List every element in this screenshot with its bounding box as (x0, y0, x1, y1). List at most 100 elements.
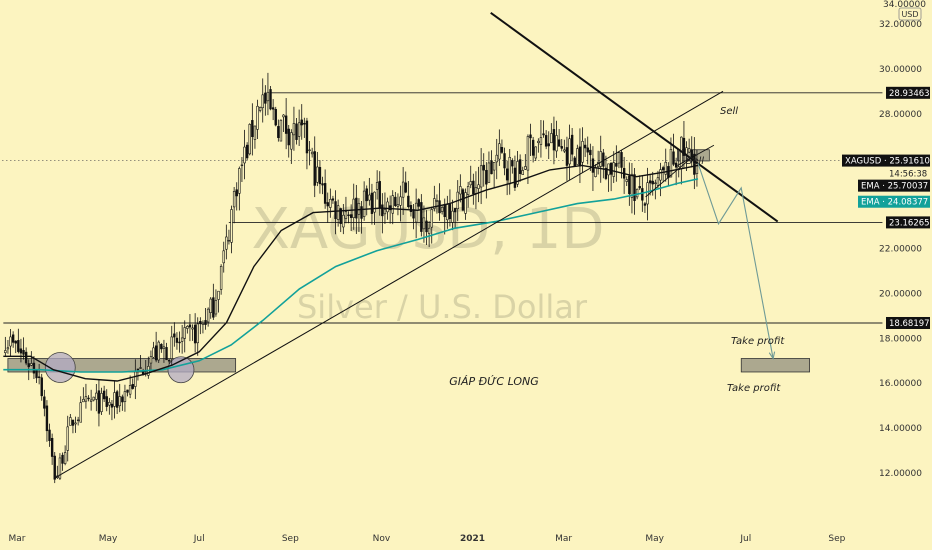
candle-body (625, 179, 628, 182)
candle-body (651, 180, 654, 185)
candle-body (188, 324, 192, 328)
candle (188, 313, 192, 342)
candle-body (365, 188, 368, 202)
candle-body (35, 370, 38, 379)
candle-body (261, 94, 264, 109)
candle-body (58, 457, 62, 479)
candle-body (134, 371, 137, 387)
candle-body (687, 148, 691, 153)
candle-body (344, 211, 348, 219)
candle (695, 149, 699, 187)
candle-body (399, 196, 402, 206)
candle-body (466, 186, 470, 195)
candle (240, 156, 244, 182)
candle (284, 98, 288, 150)
candle (524, 154, 527, 170)
projection-path (697, 163, 774, 359)
candle-body (97, 390, 101, 414)
candle (352, 183, 355, 230)
candle-body (212, 297, 215, 318)
candle (9, 329, 12, 357)
candle (193, 313, 197, 353)
candle-body (669, 148, 673, 178)
candle (45, 400, 49, 442)
candle-body (433, 198, 436, 209)
candle (417, 198, 420, 210)
candle (321, 176, 324, 195)
candle-body (568, 138, 571, 165)
candle (435, 194, 439, 214)
candle-body (661, 167, 665, 171)
time-axis[interactable]: Mar May Jul Sep Nov 2021 Mar May Jul Sep (9, 534, 846, 544)
candle (485, 162, 488, 199)
candle-body (518, 159, 522, 174)
candle (95, 383, 98, 412)
candle-body (225, 236, 228, 250)
candle-body (355, 197, 358, 219)
candle-body (656, 177, 660, 186)
candle-body (583, 144, 587, 149)
candle (357, 198, 361, 232)
candle (560, 138, 563, 152)
candle (277, 119, 280, 142)
candle (48, 423, 51, 447)
candle (19, 338, 23, 363)
price-axis[interactable]: 34.00000 USD 32.0000030.0000028.0000026.… (842, 0, 930, 479)
candle-body (511, 160, 514, 167)
candle-body (412, 209, 415, 219)
price-tag-level-28-bg (886, 86, 930, 99)
candle (282, 114, 285, 132)
candle (4, 336, 7, 357)
candle (537, 138, 540, 153)
candle-body (537, 140, 540, 144)
candle-body (329, 199, 332, 208)
candle-body (695, 159, 699, 174)
candle (97, 379, 101, 427)
currency-box[interactable] (898, 7, 922, 21)
candle-body (609, 162, 613, 175)
candle (313, 136, 316, 198)
candle-body (63, 452, 67, 464)
candle (219, 264, 223, 295)
candle-body (440, 206, 444, 212)
candle (183, 320, 186, 353)
candle (542, 120, 545, 138)
candle (368, 177, 371, 206)
candle-body (581, 140, 584, 163)
candle (599, 135, 602, 183)
candle (76, 416, 80, 426)
candle (154, 331, 158, 363)
candle-body (368, 194, 371, 201)
candle (227, 229, 231, 245)
candle (323, 169, 327, 209)
time-label: Sep (828, 534, 845, 544)
candle-body (43, 396, 46, 409)
candle-body (635, 188, 639, 198)
candle (17, 328, 20, 354)
candle (79, 396, 82, 423)
candle (526, 134, 530, 184)
candle-body (264, 92, 267, 104)
candle-body (37, 376, 41, 378)
candle-body (173, 333, 176, 338)
candle (40, 373, 43, 401)
price-label: 14.00000 (879, 424, 922, 434)
candle (261, 78, 264, 123)
projection-arrowhead (768, 351, 776, 360)
candle-body (513, 167, 517, 188)
candle-body (472, 180, 475, 195)
candle (477, 166, 480, 203)
candle-body (477, 184, 480, 189)
price-tag-ema-fast-bg (858, 179, 930, 192)
candle-body (279, 119, 283, 142)
price-tag-level-23: 23.16265 (889, 218, 930, 228)
price-tag-last-price: XAGUSD · 25.91610 (845, 157, 930, 167)
candle-body (604, 167, 608, 179)
candle (339, 207, 342, 233)
candle (230, 205, 233, 254)
candle-body (269, 89, 272, 110)
candle-body (381, 204, 384, 217)
candle (617, 151, 621, 169)
candle-body (594, 167, 597, 177)
